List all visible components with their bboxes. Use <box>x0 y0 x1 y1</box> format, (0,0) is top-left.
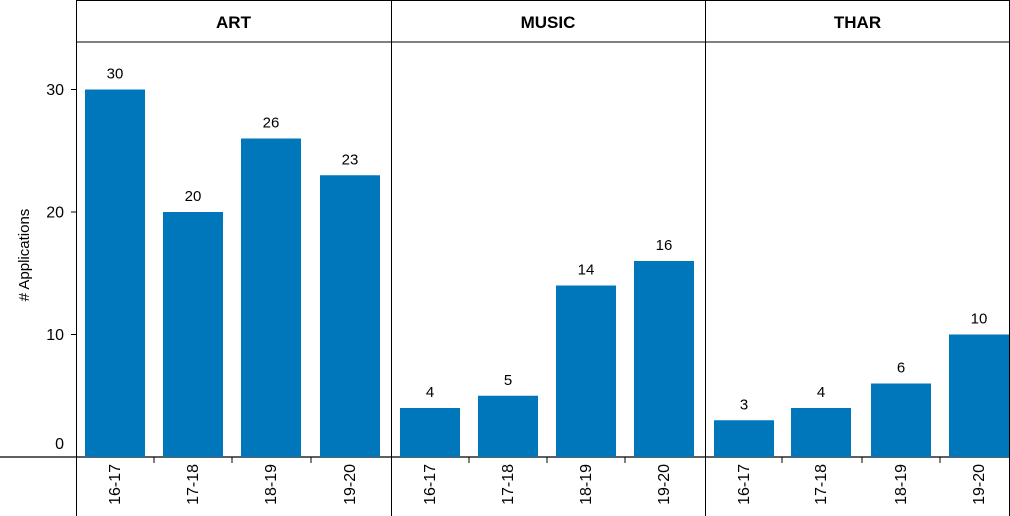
panel-art: ART 30 16-17 20 17-18 26 18-19 23 19-20 <box>85 13 380 505</box>
bar-value-label: 4 <box>426 384 434 401</box>
panel-title: MUSIC <box>521 13 576 32</box>
bar <box>320 175 380 457</box>
bar-value-label: 26 <box>263 115 280 132</box>
bar-value-label: 5 <box>504 372 512 389</box>
panel-title: ART <box>216 13 252 32</box>
x-tick-label: 18-19 <box>578 464 595 505</box>
chart-panels: ART 30 16-17 20 17-18 26 18-19 23 19-20 MUSIC 4 16-… <box>85 13 1009 505</box>
y-tick-label: 10 <box>46 327 64 344</box>
x-tick-label: 16-17 <box>422 464 439 505</box>
bar <box>791 408 851 457</box>
bar-value-label: 3 <box>740 396 748 413</box>
bar-value-label: 16 <box>656 237 673 254</box>
bar <box>400 408 460 457</box>
x-tick-label: 19-20 <box>971 464 988 505</box>
y-tick-label: 30 <box>46 82 64 99</box>
x-tick-label: 17-18 <box>500 464 517 505</box>
x-tick-label: 19-20 <box>342 464 359 505</box>
bar <box>556 285 616 457</box>
panel-thar: THAR 3 16-17 4 17-18 6 18-19 10 19-20 <box>714 13 1009 505</box>
y-tick-label: 0 <box>55 436 64 453</box>
y-axis: # Applications 0 10 20 30 <box>16 82 76 453</box>
x-tick-label: 17-18 <box>185 464 202 505</box>
x-tick-label: 18-19 <box>263 464 280 505</box>
bar-value-label: 20 <box>185 188 202 205</box>
bar <box>871 383 931 457</box>
bar <box>634 261 694 457</box>
x-tick-label: 16-17 <box>107 464 124 505</box>
bar-value-label: 4 <box>817 384 825 401</box>
x-tick-label: 16-17 <box>736 464 753 505</box>
bar-value-label: 10 <box>971 311 988 328</box>
bar-value-label: 6 <box>897 360 905 377</box>
panel-music: MUSIC 4 16-17 5 17-18 14 18-19 16 19-20 <box>400 13 694 505</box>
y-axis-label: # Applications <box>16 209 33 302</box>
bar-value-label: 30 <box>107 66 124 83</box>
bar <box>241 138 301 457</box>
panel-title: THAR <box>834 13 881 32</box>
x-tick-label: 17-18 <box>813 464 830 505</box>
x-tick-label: 19-20 <box>656 464 673 505</box>
bar <box>478 395 538 457</box>
y-tick-label: 20 <box>46 205 64 222</box>
x-tick-label: 18-19 <box>893 464 910 505</box>
bar <box>163 212 223 457</box>
bar <box>714 420 774 457</box>
bar-value-label: 14 <box>578 262 595 279</box>
bar-value-label: 23 <box>342 151 359 168</box>
bar <box>85 89 145 457</box>
bar <box>949 334 1009 457</box>
